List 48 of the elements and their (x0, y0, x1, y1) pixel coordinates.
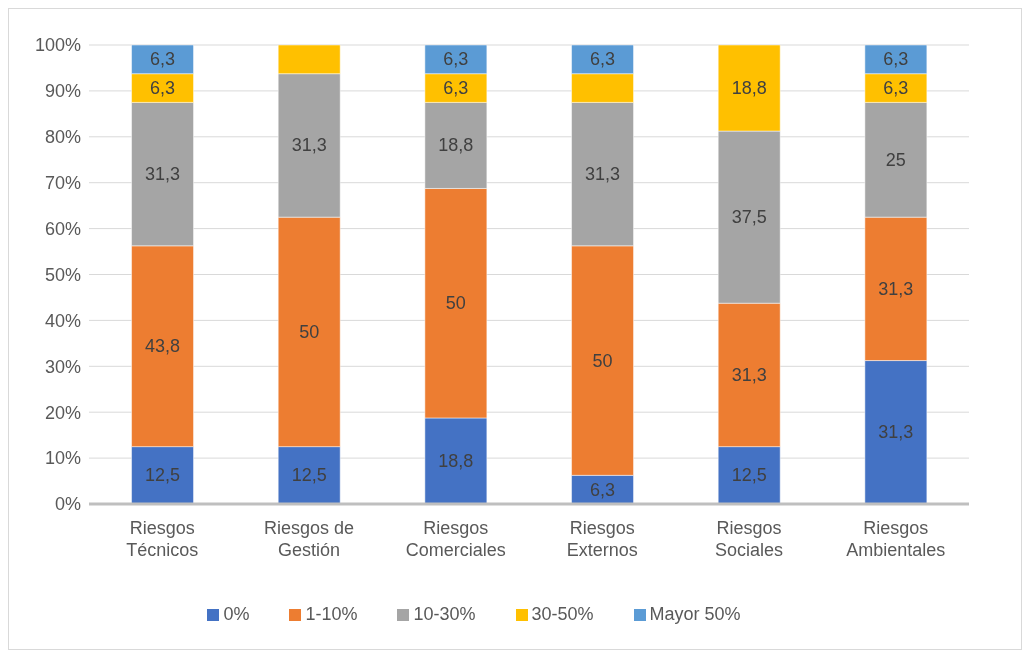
y-tick-label: 30% (44, 356, 81, 377)
y-tick-label: 20% (44, 402, 81, 423)
data-label: 6,3 (150, 78, 176, 99)
y-tick-label: 0% (54, 494, 81, 515)
y-tick-label: 50% (44, 264, 81, 285)
data-label: 12,5 (291, 465, 327, 486)
data-label: 37,5 (731, 207, 767, 228)
data-label: 50 (445, 293, 466, 314)
x-tick-label: Riesgos Sociales (714, 518, 784, 560)
data-label: 6,3 (150, 49, 176, 70)
y-tick-label: 10% (44, 448, 81, 469)
x-tick-label: Riesgos Técnicos (126, 518, 199, 560)
data-label: 31,3 (878, 422, 914, 443)
data-label: 31,3 (585, 164, 621, 185)
x-tick-label: Riesgos Comerciales (405, 518, 506, 560)
y-tick-label: 90% (44, 81, 81, 102)
data-label: 12,5 (731, 465, 767, 486)
data-label: 6,3 (590, 479, 616, 500)
y-tick-label: 40% (44, 310, 81, 331)
data-label: 43,8 (145, 336, 181, 357)
legend-label: 10-30% (413, 604, 476, 624)
y-tick-label: 60% (44, 218, 81, 239)
x-tick-label: Riesgos Externos (566, 518, 638, 560)
data-label: 18,8 (438, 135, 474, 156)
data-label: 6,3 (883, 49, 909, 70)
data-label: 6,3 (883, 78, 909, 99)
legend-label: 1-10% (305, 604, 358, 624)
data-label: 31,3 (291, 135, 327, 156)
y-tick-label: 100% (34, 35, 81, 56)
y-tick-label: 70% (44, 173, 81, 194)
data-label: 31,3 (731, 364, 767, 385)
data-label: 12,5 (145, 465, 181, 486)
data-label: 31,3 (145, 164, 181, 185)
data-label: 50 (592, 350, 613, 371)
data-label: 6,3 (443, 78, 469, 99)
data-label: 18,8 (731, 78, 767, 99)
data-label: 25 (885, 149, 906, 170)
data-label: 18,8 (438, 450, 474, 471)
data-label: 31,3 (878, 278, 914, 299)
x-tick-label: Riesgos de Gestión (263, 518, 355, 560)
legend-label: 0% (223, 604, 250, 624)
y-tick-label: 80% (44, 127, 81, 148)
legend-label: 30-50% (531, 604, 594, 624)
data-label: 50 (299, 321, 320, 342)
data-label: 6,3 (590, 49, 616, 70)
data-label: 6,3 (443, 49, 469, 70)
x-tick-label: Riesgos Ambientales (846, 518, 946, 560)
legend-label: Mayor 50% (649, 604, 741, 624)
